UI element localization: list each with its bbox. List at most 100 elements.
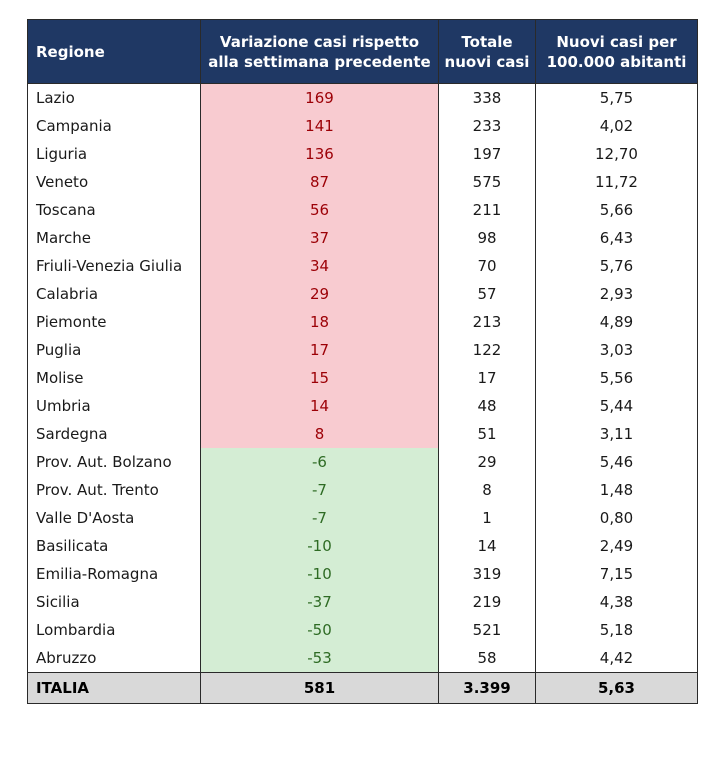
cell-rate: 7,15	[535, 560, 698, 588]
table-body: Lazio 169 338 5,75 Campania 141 233 4,02 Liguria…	[27, 83, 698, 673]
cell-total-new-cases: 122	[438, 336, 536, 364]
table-row: Calabria 29 57 2,93	[27, 280, 698, 308]
cell-variation: 15	[200, 364, 439, 392]
total-variation: 581	[200, 672, 439, 704]
cell-region: Campania	[27, 112, 201, 140]
cell-variation: 56	[200, 196, 439, 224]
header-variation: Variazione casi rispetto alla settimana …	[200, 19, 439, 84]
cell-variation: 18	[200, 308, 439, 336]
header-region: Regione	[27, 19, 201, 84]
cell-total-new-cases: 213	[438, 308, 536, 336]
table-row: Campania 141 233 4,02	[27, 112, 698, 140]
cell-variation: -6	[200, 448, 439, 476]
table-row: Abruzzo -53 58 4,42	[27, 644, 698, 673]
cell-variation: 141	[200, 112, 439, 140]
cell-rate: 1,48	[535, 476, 698, 504]
table-row: Liguria 136 197 12,70	[27, 140, 698, 168]
cell-variation: -10	[200, 532, 439, 560]
cell-region: Lombardia	[27, 616, 201, 644]
cell-total-new-cases: 17	[438, 364, 536, 392]
cell-variation: -37	[200, 588, 439, 616]
total-rate: 5,63	[535, 672, 698, 704]
cell-region: Molise	[27, 364, 201, 392]
cell-region: Valle D'Aosta	[27, 504, 201, 532]
cell-variation: 8	[200, 420, 439, 448]
total-region: ITALIA	[27, 672, 201, 704]
cell-rate: 5,44	[535, 392, 698, 420]
cell-total-new-cases: 51	[438, 420, 536, 448]
cell-region: Prov. Aut. Trento	[27, 476, 201, 504]
header-total: Totale nuovi casi	[438, 19, 536, 84]
cell-rate: 4,89	[535, 308, 698, 336]
cell-region: Emilia-Romagna	[27, 560, 201, 588]
header-row: Regione Variazione casi rispetto alla se…	[27, 19, 698, 84]
table-row: Prov. Aut. Trento -7 8 1,48	[27, 476, 698, 504]
cell-total-new-cases: 98	[438, 224, 536, 252]
cell-region: Liguria	[27, 140, 201, 168]
table-row: Friuli-Venezia Giulia 34 70 5,76	[27, 252, 698, 280]
cell-rate: 5,56	[535, 364, 698, 392]
table-row: Prov. Aut. Bolzano -6 29 5,46	[27, 448, 698, 476]
cell-variation: -7	[200, 504, 439, 532]
table-row: Lombardia -50 521 5,18	[27, 616, 698, 644]
cell-region: Puglia	[27, 336, 201, 364]
cell-region: Calabria	[27, 280, 201, 308]
cell-rate: 3,03	[535, 336, 698, 364]
table-row: Emilia-Romagna -10 319 7,15	[27, 560, 698, 588]
cell-variation: 136	[200, 140, 439, 168]
cell-rate: 0,80	[535, 504, 698, 532]
cell-rate: 5,75	[535, 83, 698, 112]
cell-total-new-cases: 211	[438, 196, 536, 224]
cell-region: Lazio	[27, 83, 201, 112]
cell-variation: -10	[200, 560, 439, 588]
table-header: Regione Variazione casi rispetto alla se…	[27, 19, 698, 84]
regional-cases-table: Regione Variazione casi rispetto alla se…	[27, 19, 698, 704]
total-row: ITALIA 581 3.399 5,63	[27, 672, 698, 704]
table-row: Molise 15 17 5,56	[27, 364, 698, 392]
cell-region: Sardegna	[27, 420, 201, 448]
cell-region: Piemonte	[27, 308, 201, 336]
table-row: Sicilia -37 219 4,38	[27, 588, 698, 616]
table-row: Lazio 169 338 5,75	[27, 83, 698, 112]
cell-rate: 5,76	[535, 252, 698, 280]
cell-variation: -53	[200, 644, 439, 673]
cell-region: Friuli-Venezia Giulia	[27, 252, 201, 280]
cell-total-new-cases: 233	[438, 112, 536, 140]
cell-total-new-cases: 70	[438, 252, 536, 280]
table-row: Toscana 56 211 5,66	[27, 196, 698, 224]
cell-total-new-cases: 197	[438, 140, 536, 168]
cell-total-new-cases: 1	[438, 504, 536, 532]
table-row: Piemonte 18 213 4,89	[27, 308, 698, 336]
table-row: Valle D'Aosta -7 1 0,80	[27, 504, 698, 532]
table-row: Umbria 14 48 5,44	[27, 392, 698, 420]
cell-variation: -50	[200, 616, 439, 644]
cell-rate: 4,38	[535, 588, 698, 616]
cell-total-new-cases: 338	[438, 83, 536, 112]
table-row: Basilicata -10 14 2,49	[27, 532, 698, 560]
cell-region: Veneto	[27, 168, 201, 196]
cell-variation: -7	[200, 476, 439, 504]
cell-region: Marche	[27, 224, 201, 252]
table-row: Sardegna 8 51 3,11	[27, 420, 698, 448]
cell-rate: 3,11	[535, 420, 698, 448]
table-row: Marche 37 98 6,43	[27, 224, 698, 252]
cell-total-new-cases: 14	[438, 532, 536, 560]
table-footer: ITALIA 581 3.399 5,63	[27, 672, 698, 704]
cell-total-new-cases: 8	[438, 476, 536, 504]
cell-rate: 2,93	[535, 280, 698, 308]
cell-variation: 87	[200, 168, 439, 196]
cell-region: Prov. Aut. Bolzano	[27, 448, 201, 476]
cell-rate: 11,72	[535, 168, 698, 196]
cell-rate: 2,49	[535, 532, 698, 560]
cell-rate: 6,43	[535, 224, 698, 252]
cell-rate: 5,46	[535, 448, 698, 476]
cell-total-new-cases: 48	[438, 392, 536, 420]
cell-region: Basilicata	[27, 532, 201, 560]
cell-region: Umbria	[27, 392, 201, 420]
table-row: Puglia 17 122 3,03	[27, 336, 698, 364]
cell-rate: 4,42	[535, 644, 698, 673]
cell-variation: 17	[200, 336, 439, 364]
table-row: Veneto 87 575 11,72	[27, 168, 698, 196]
cell-rate: 12,70	[535, 140, 698, 168]
cell-region: Abruzzo	[27, 644, 201, 673]
